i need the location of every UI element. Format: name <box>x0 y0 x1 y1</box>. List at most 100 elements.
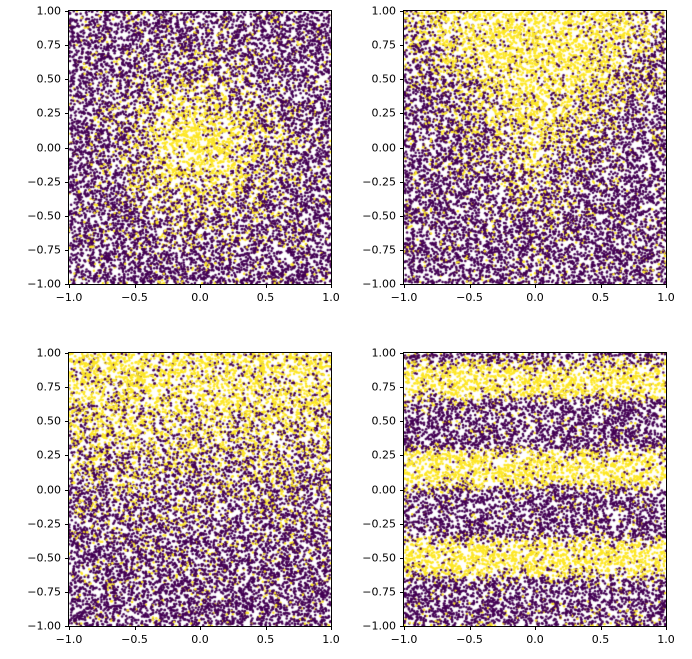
y-tick-mark <box>400 215 404 217</box>
x-tick-label: −0.5 <box>456 291 483 304</box>
x-tick-mark <box>69 626 70 630</box>
x-tick-label: 0.5 <box>591 291 610 304</box>
x-tick-label: 0.5 <box>591 633 610 646</box>
y-tick-label: −1.00 <box>27 277 61 291</box>
y-tick-mark <box>65 591 69 593</box>
y-tick-mark <box>65 523 69 525</box>
y-tick-label: −0.25 <box>27 175 61 189</box>
x-tick-label: 1.0 <box>657 633 675 646</box>
scatter-subplot-bottom-right: −1.0 −0.5 0.0 0.5 1.0 1.00 0.75 0.50 0.25 0.00 −0.… <box>362 347 674 647</box>
y-tick-label: −0.75 <box>362 585 396 599</box>
y-tick-label: 0.25 <box>36 448 62 462</box>
x-tick-label: 0.0 <box>526 291 544 304</box>
x-tick-mark <box>666 626 667 630</box>
x-tick-mark <box>600 626 602 630</box>
y-tick-label: −0.75 <box>27 585 61 599</box>
scatter-canvas-top-right <box>404 11 666 284</box>
y-tick-mark <box>65 489 69 491</box>
y-tick-label: −1.00 <box>362 277 396 291</box>
y-tick-mark <box>65 11 69 12</box>
x-tick-label: −0.5 <box>121 633 148 646</box>
scatter-subplot-bottom-left: −1.0 −0.5 0.0 0.5 1.0 1.00 0.75 0.50 0.25 0.00 −0.… <box>27 347 339 647</box>
x-tick-label: 0.5 <box>256 633 275 646</box>
x-tick-mark <box>469 284 471 288</box>
y-tick-label: 0.50 <box>36 414 62 428</box>
y-tick-label: 0.50 <box>371 72 397 86</box>
scatter-canvas-bottom-left <box>69 353 331 626</box>
y-tick-label: 1.00 <box>371 4 397 18</box>
y-tick-label: 0.75 <box>371 380 397 394</box>
y-tick-label: −0.25 <box>362 175 396 189</box>
x-tick-mark <box>535 626 536 630</box>
y-tick-mark <box>400 387 404 389</box>
y-tick-mark <box>65 353 69 354</box>
y-tick-label: 0.75 <box>36 38 62 52</box>
y-tick-label: 0.00 <box>36 483 62 496</box>
y-tick-mark <box>400 11 404 12</box>
x-tick-mark <box>331 284 332 288</box>
y-tick-mark <box>65 455 69 457</box>
x-tick-label: 1.0 <box>657 291 675 304</box>
y-tick-label: 1.00 <box>371 346 397 360</box>
y-tick-mark <box>65 626 69 627</box>
y-tick-label: −0.25 <box>27 517 61 531</box>
y-tick-label: 0.50 <box>36 72 62 86</box>
y-tick-mark <box>400 284 404 285</box>
y-tick-mark <box>400 455 404 457</box>
x-tick-mark <box>200 284 201 288</box>
x-tick-label: −1.0 <box>390 633 418 646</box>
y-tick-mark <box>400 353 404 354</box>
y-tick-mark <box>400 45 404 47</box>
y-tick-mark <box>65 113 69 115</box>
x-tick-label: −0.5 <box>456 633 483 646</box>
x-tick-mark <box>265 626 267 630</box>
x-tick-mark <box>535 284 536 288</box>
y-tick-mark <box>65 45 69 47</box>
y-tick-mark <box>400 79 404 81</box>
x-tick-mark <box>134 626 136 630</box>
y-tick-label: −1.00 <box>27 619 61 633</box>
x-tick-mark <box>69 284 70 288</box>
x-tick-mark <box>331 626 332 630</box>
y-tick-mark <box>65 249 69 251</box>
x-tick-mark <box>404 284 405 288</box>
y-tick-mark <box>400 523 404 525</box>
y-tick-mark <box>400 147 404 149</box>
y-tick-label: 0.50 <box>371 414 397 428</box>
y-tick-mark <box>400 113 404 115</box>
x-tick-label: 0.0 <box>191 633 209 646</box>
y-tick-label: 0.25 <box>36 106 62 120</box>
x-tick-mark <box>134 284 136 288</box>
y-tick-label: 0.00 <box>371 141 397 154</box>
y-tick-mark <box>400 181 404 183</box>
y-tick-label: 0.00 <box>371 483 397 496</box>
y-tick-mark <box>65 284 69 285</box>
y-tick-label: −1.00 <box>362 619 396 633</box>
y-tick-label: −0.50 <box>27 551 61 565</box>
y-tick-label: 0.25 <box>371 106 397 120</box>
x-tick-label: 1.0 <box>322 633 340 646</box>
x-tick-label: −1.0 <box>55 633 83 646</box>
x-tick-mark <box>404 626 405 630</box>
y-tick-label: 0.25 <box>371 448 397 462</box>
x-tick-label: 0.0 <box>191 291 209 304</box>
y-tick-mark <box>65 387 69 389</box>
y-tick-mark <box>400 249 404 251</box>
y-tick-mark <box>400 489 404 491</box>
x-tick-label: −1.0 <box>390 291 418 304</box>
scatter-canvas-top-left <box>69 11 331 284</box>
y-tick-mark <box>65 215 69 217</box>
y-tick-mark <box>65 79 69 81</box>
y-tick-mark <box>400 626 404 627</box>
y-tick-mark <box>65 147 69 149</box>
scatter-canvas-bottom-right <box>404 353 666 626</box>
x-tick-mark <box>666 284 667 288</box>
y-tick-mark <box>65 557 69 559</box>
x-tick-mark <box>469 626 471 630</box>
x-tick-label: 0.0 <box>526 633 544 646</box>
scatter-subplot-top-right: −1.0 −0.5 0.0 0.5 1.0 1.00 0.75 0.50 0.25 0.00 −0.… <box>362 5 674 305</box>
y-tick-label: −0.50 <box>27 209 61 223</box>
x-tick-label: 0.5 <box>256 291 275 304</box>
x-tick-label: −1.0 <box>55 291 83 304</box>
